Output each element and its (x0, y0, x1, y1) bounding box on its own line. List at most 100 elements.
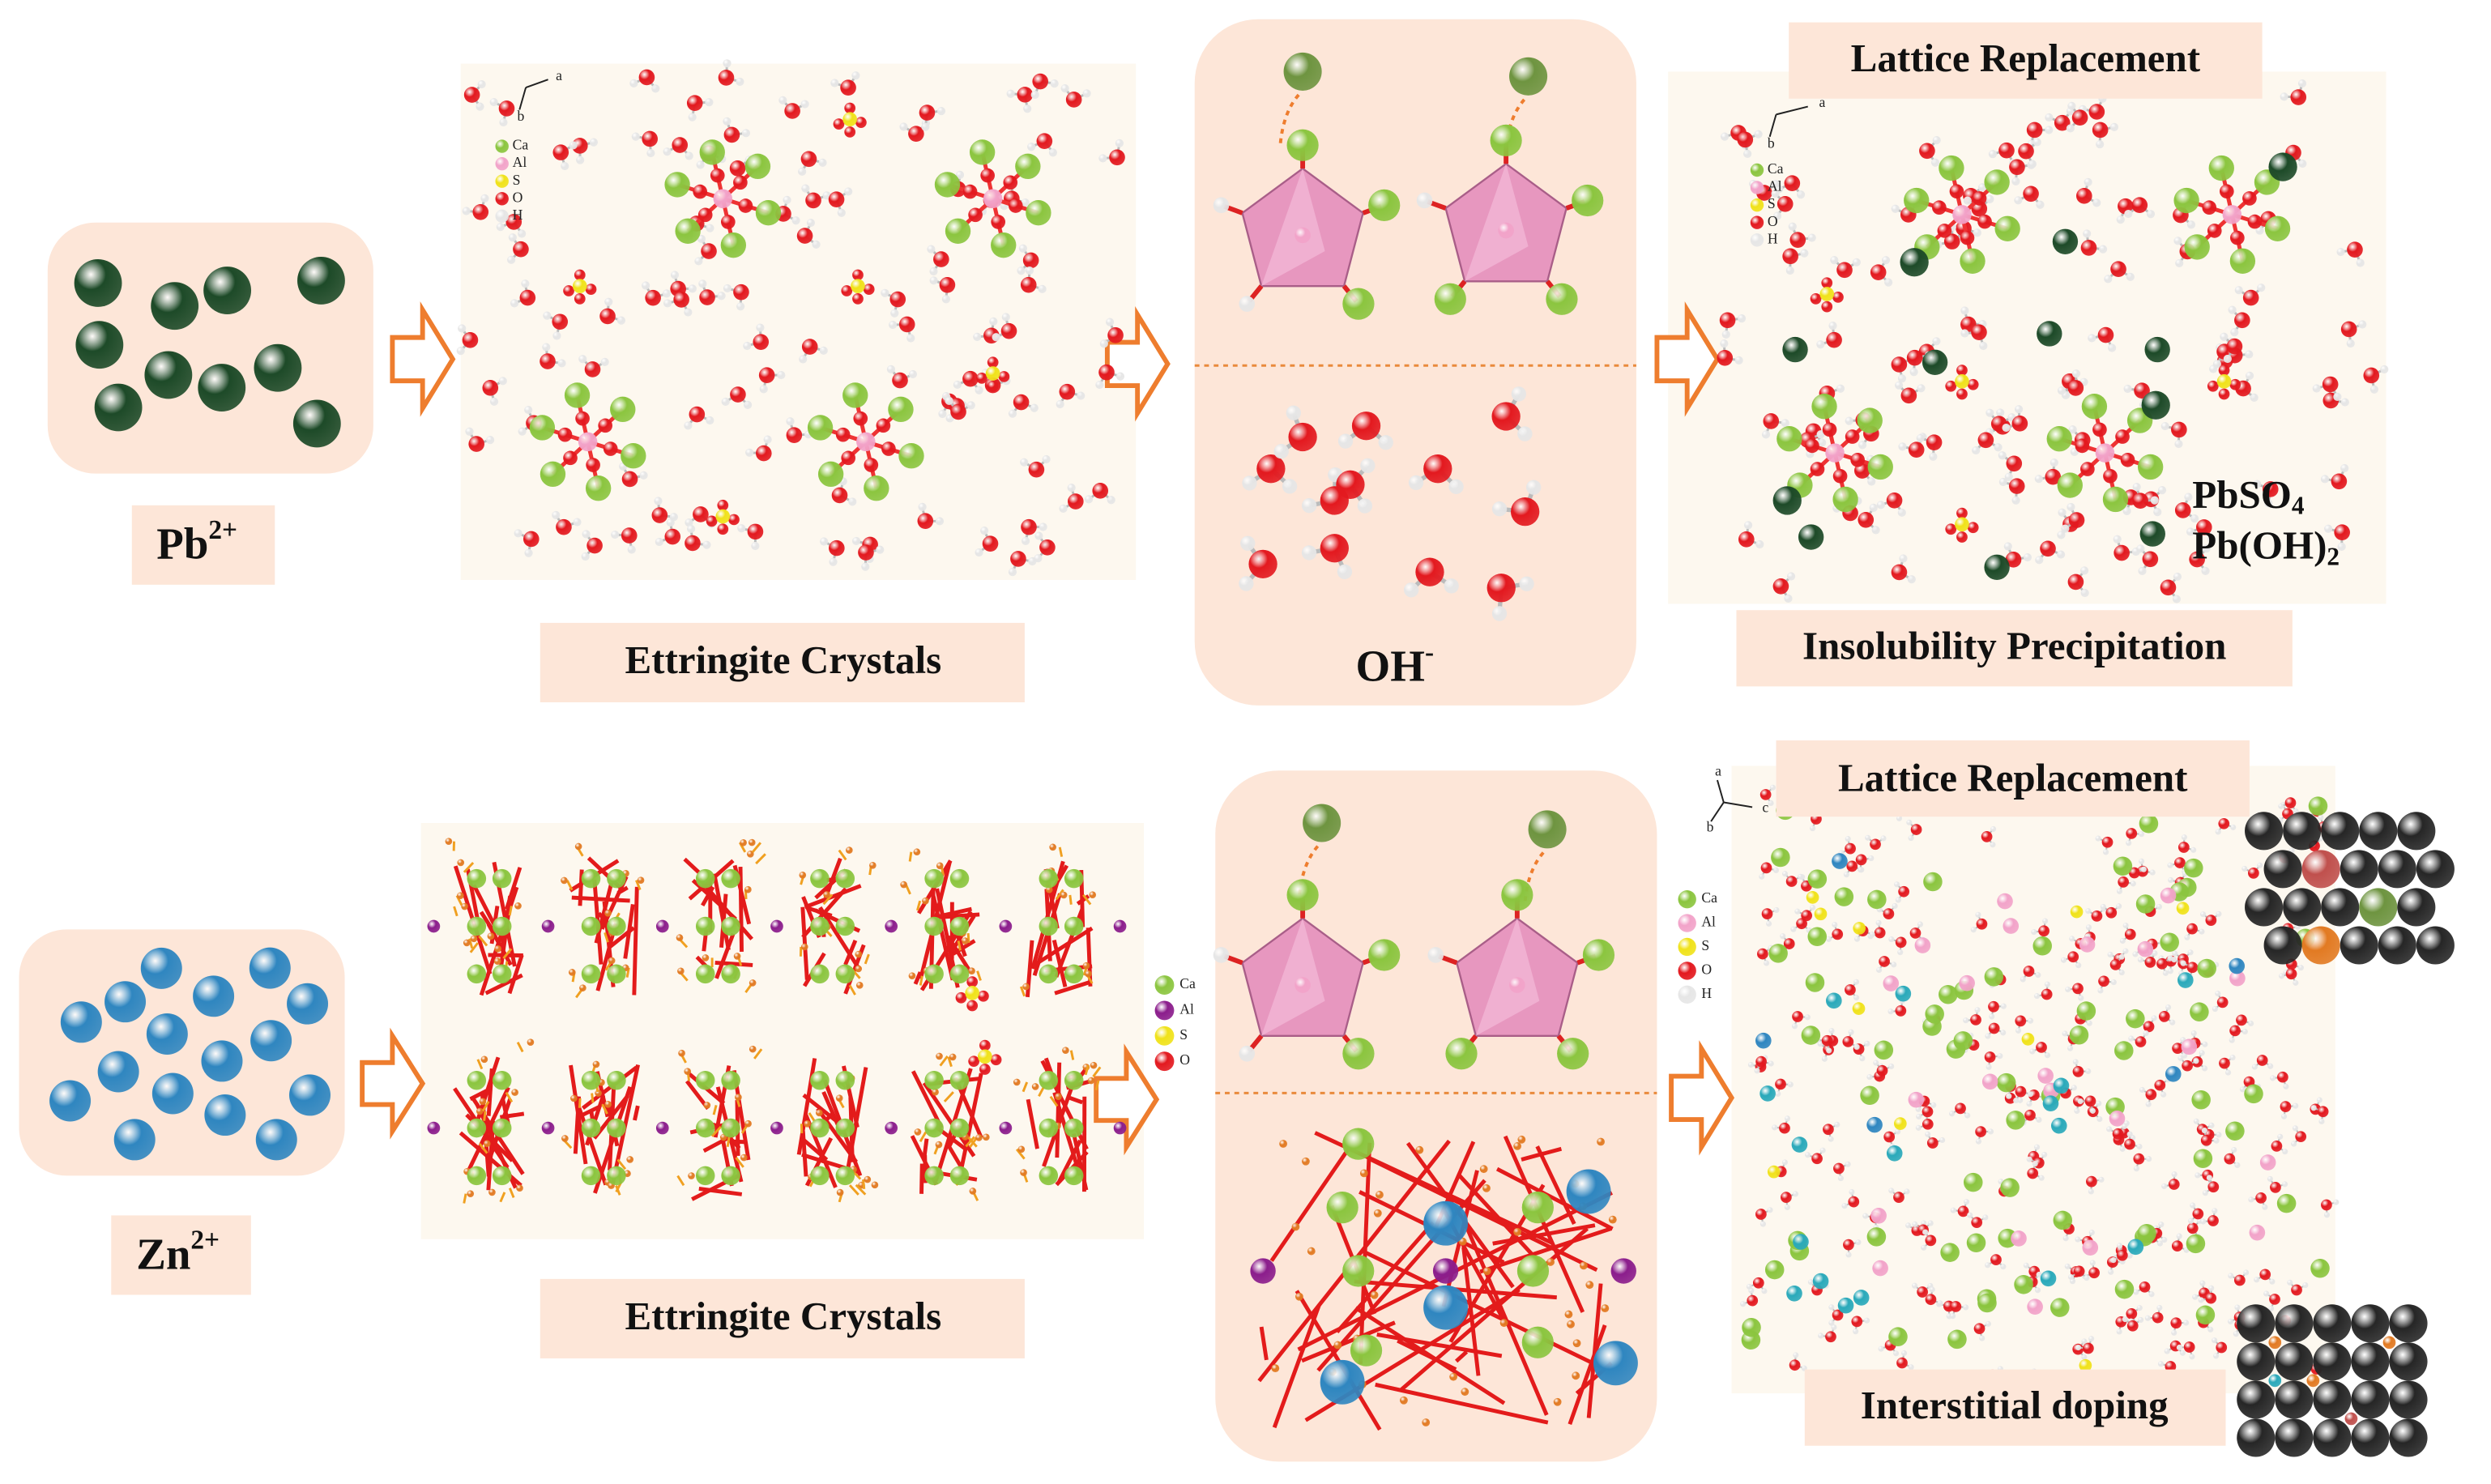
atom (2003, 542, 2012, 551)
atom (929, 276, 938, 285)
atom (2085, 908, 2092, 915)
atom (1567, 1320, 1575, 1328)
atom (60, 1001, 102, 1043)
atom (1740, 1301, 1747, 1307)
atom (2351, 1380, 2390, 1419)
bond (800, 1131, 808, 1177)
atom (989, 317, 998, 326)
atom (2160, 421, 2169, 431)
flow-arrow (1654, 301, 1721, 417)
octahedron-face (1475, 918, 1540, 1036)
atom (2076, 1001, 2096, 1021)
bond (1503, 1135, 1585, 1313)
atom (2202, 1065, 2208, 1072)
label-box (540, 622, 1025, 702)
atom (1279, 1140, 1288, 1148)
atom (2020, 976, 2026, 983)
atom (2038, 1175, 2045, 1181)
atom (2014, 196, 2023, 205)
atom (2323, 1212, 2331, 1218)
atom (2046, 426, 2072, 452)
atom (1905, 1222, 1912, 1229)
atom (2346, 339, 2355, 348)
atom (1717, 349, 1734, 366)
atom (1977, 432, 1994, 449)
atom (1867, 454, 1893, 480)
atom (1213, 197, 1230, 214)
mechanism-label: OH- (1356, 638, 1435, 691)
atom (1845, 416, 1853, 425)
atom (743, 400, 753, 409)
atom (1008, 409, 1017, 418)
atom (823, 891, 830, 898)
bond (1092, 1066, 1102, 1078)
atom (2297, 965, 2304, 971)
atom (2351, 1304, 2390, 1343)
atom (1868, 855, 1875, 862)
atom (1154, 1000, 1175, 1021)
octahedron-face (1465, 164, 1529, 282)
atom (1286, 129, 1319, 161)
atom (511, 1089, 518, 1096)
atom (1006, 89, 1015, 98)
bond (712, 873, 731, 951)
atom (1832, 1309, 1844, 1321)
atom (2148, 1291, 2155, 1298)
atom (2116, 1249, 2128, 1261)
atom (2244, 1084, 2263, 1104)
atom (2110, 1257, 2117, 1264)
bond (1026, 1098, 1039, 1149)
bond (469, 942, 479, 953)
atom (2189, 1354, 2195, 1360)
atom (1801, 910, 1813, 922)
atom (1333, 1341, 1342, 1350)
atom (1922, 1106, 1934, 1118)
atom (2069, 1025, 2089, 1045)
atom (908, 369, 918, 379)
atom (939, 276, 956, 293)
atom (2226, 338, 2243, 355)
atom (2119, 937, 2126, 945)
atom (2096, 139, 2105, 149)
flow-arrow (360, 1027, 426, 1140)
atom (1830, 255, 1839, 265)
atom (1337, 433, 1354, 449)
atom (1039, 522, 1047, 531)
atom (2040, 1270, 2057, 1287)
atom (457, 859, 465, 867)
atom (2031, 928, 2037, 936)
bond (1521, 1146, 1563, 1162)
bond (1354, 1306, 1506, 1405)
atom (2014, 1275, 2033, 1294)
atom (2138, 831, 2145, 838)
atom (495, 192, 509, 206)
atom (2275, 1418, 2314, 1457)
atom (2056, 550, 2066, 559)
atom (1872, 1260, 1888, 1277)
atom (2175, 258, 2184, 268)
bond (1479, 1226, 1613, 1274)
atom (2071, 369, 2081, 378)
atom (524, 548, 533, 557)
atom (576, 156, 585, 164)
product-subscript: 4 (2292, 492, 2305, 520)
atom (1986, 408, 1994, 417)
atom (1971, 324, 1987, 340)
atom (1984, 554, 2010, 580)
atom (1792, 1011, 1803, 1022)
atom (479, 1098, 487, 1106)
bond (916, 900, 922, 911)
atom (1895, 1004, 1907, 1017)
legend-label: Al (1768, 178, 1782, 194)
axis-glyph (1723, 801, 1753, 808)
atom (2170, 1317, 2182, 1329)
atom (1021, 518, 1037, 535)
atom (2234, 1274, 2246, 1286)
atom (2114, 544, 2130, 561)
atom (744, 153, 771, 180)
atom (519, 289, 536, 306)
atom (1879, 956, 1890, 967)
atom (1678, 962, 1696, 980)
atom (998, 371, 1010, 382)
atom (1891, 356, 1908, 373)
